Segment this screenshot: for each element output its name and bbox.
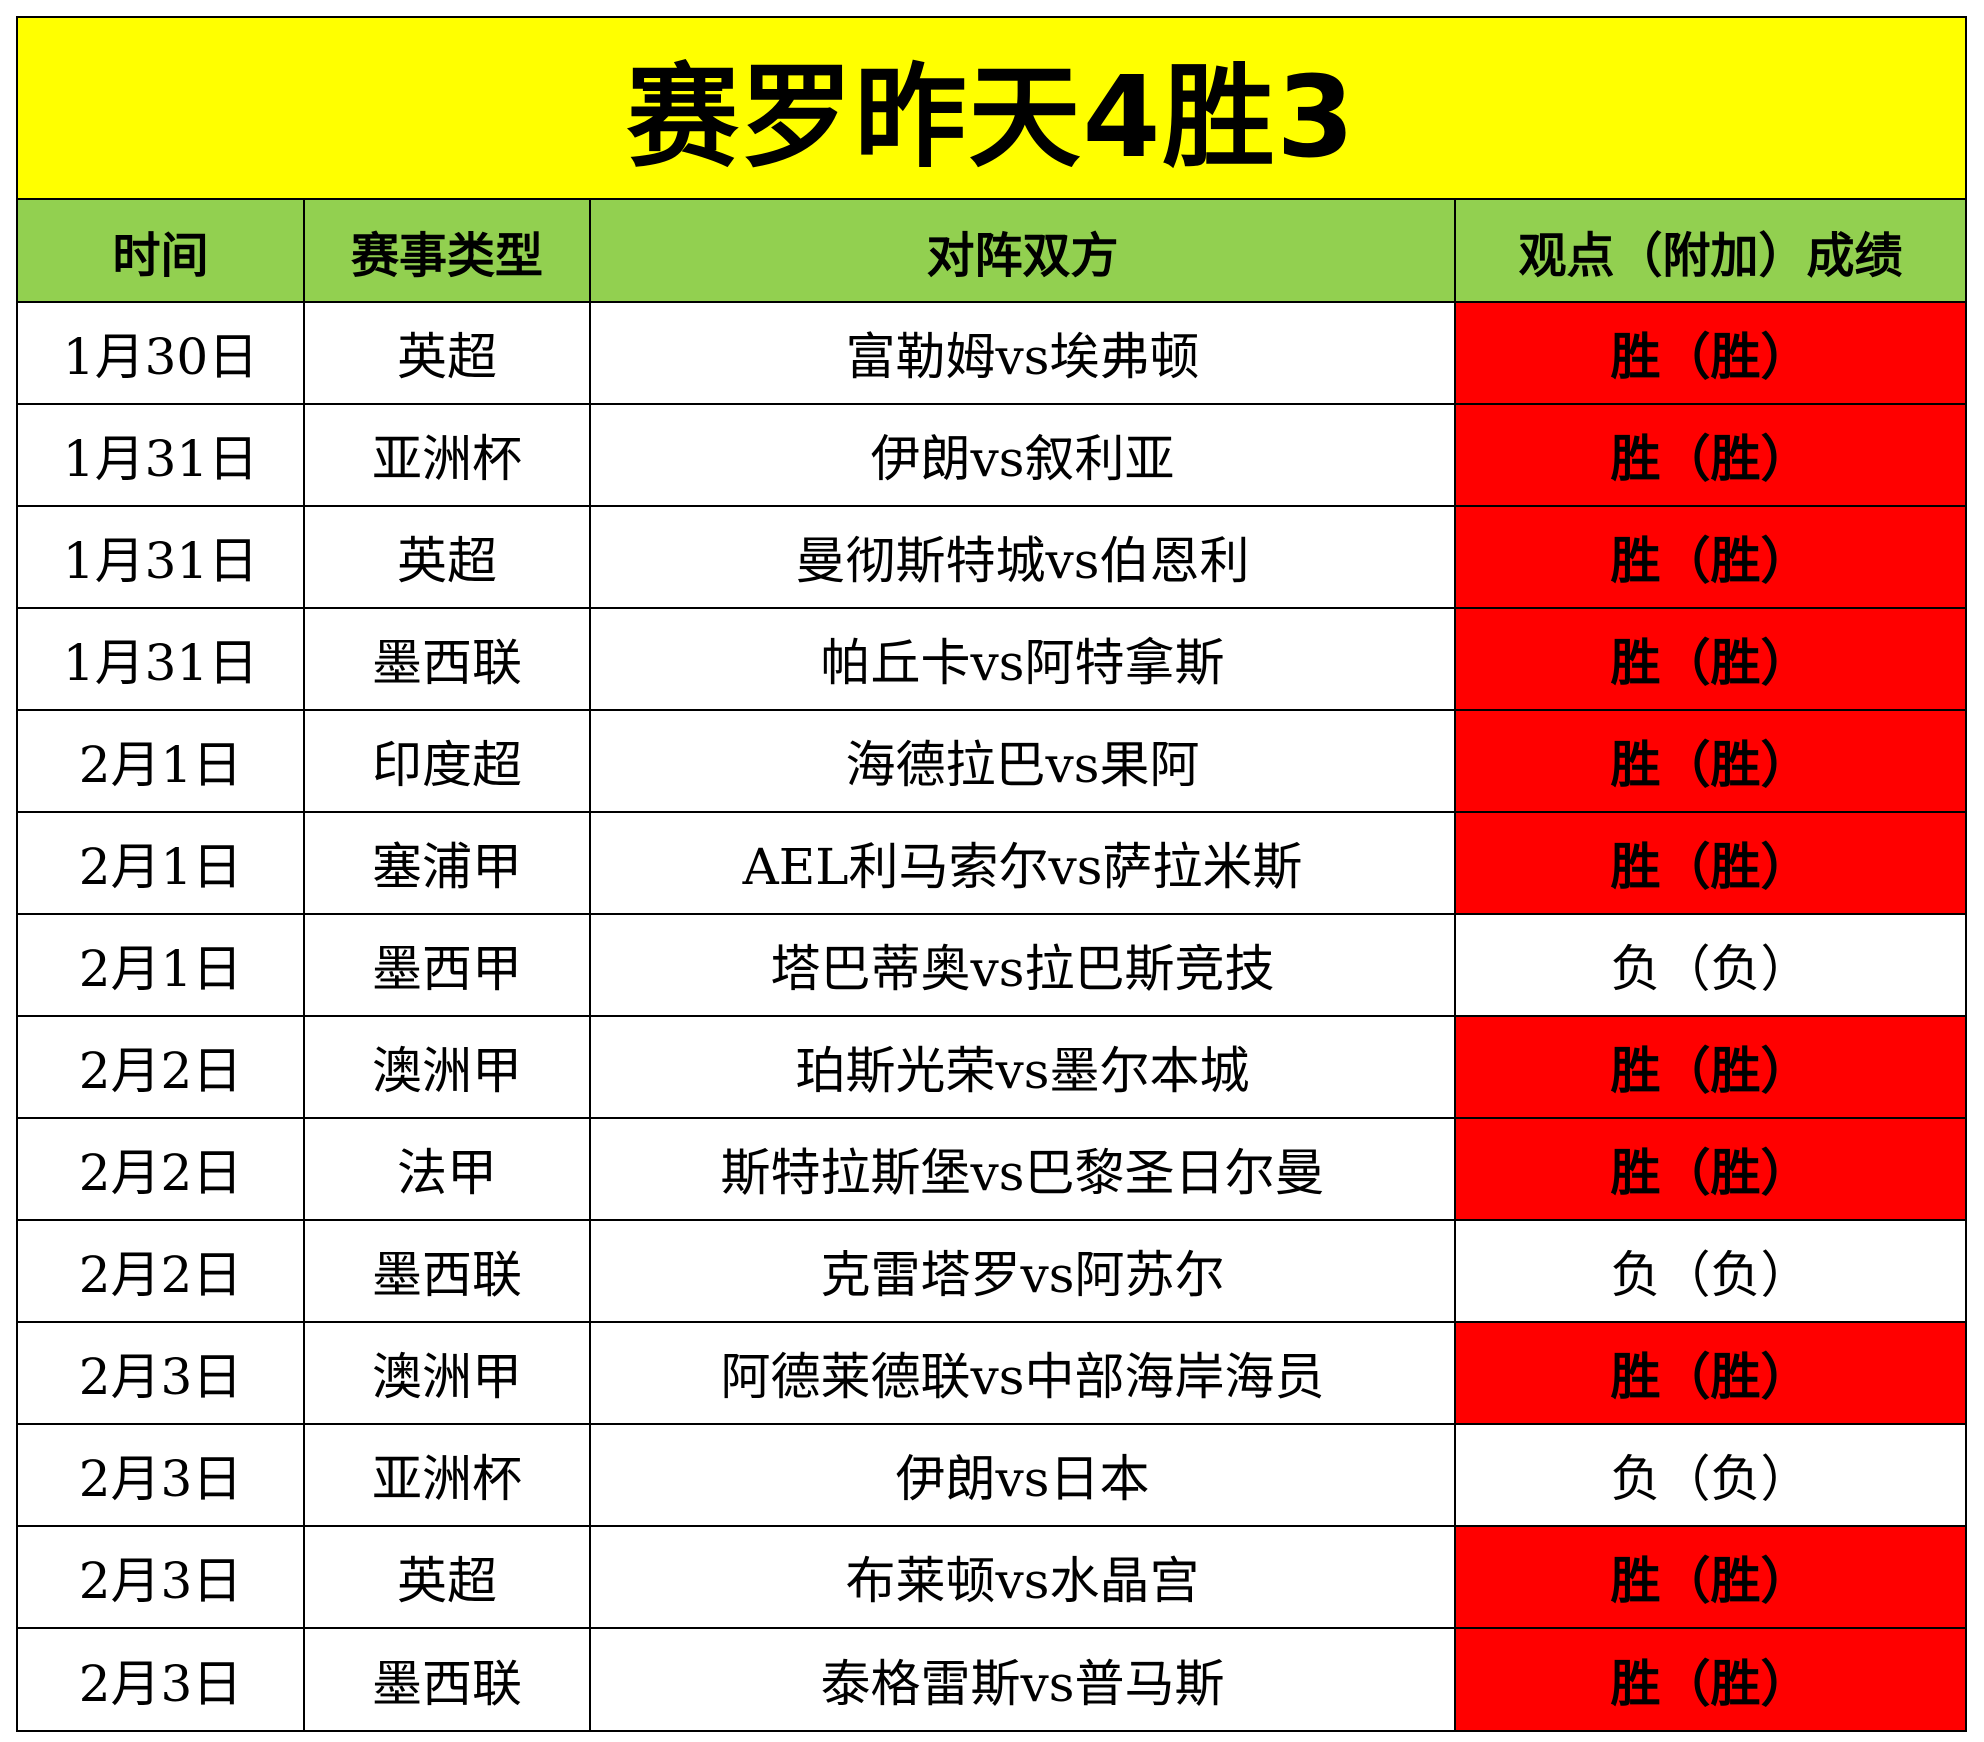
results-table: 时间 赛事类型 对阵双方 观点（附加）成绩 1月30日 英超 富勒姆vs埃弗顿 胜（胜… bbox=[18, 200, 1965, 1730]
cell-match: 帕丘卡vs阿特拿斯 bbox=[589, 607, 1456, 711]
table-row: 2月3日 澳洲甲 阿德莱德联vs中部海岸海员 胜（胜） bbox=[18, 1321, 1965, 1425]
cell-match: 海德拉巴vs果阿 bbox=[589, 709, 1456, 813]
cell-league: 塞浦甲 bbox=[303, 811, 591, 915]
cell-result: 胜（胜） bbox=[1454, 811, 1965, 915]
header-league: 赛事类型 bbox=[303, 200, 591, 303]
cell-match: 富勒姆vs埃弗顿 bbox=[589, 301, 1456, 405]
cell-result: 胜（胜） bbox=[1454, 1627, 1965, 1730]
cell-match: 阿德莱德联vs中部海岸海员 bbox=[589, 1321, 1456, 1425]
cell-match: 布莱顿vs水晶宫 bbox=[589, 1525, 1456, 1629]
cell-league: 墨西联 bbox=[303, 607, 591, 711]
results-sheet: 赛罗昨天4胜3 时间 赛事类型 对阵双方 观点（附加）成绩 1月30日 英超 富勒姆… bbox=[16, 16, 1967, 1732]
cell-result: 胜（胜） bbox=[1454, 301, 1965, 405]
cell-result: 负（负） bbox=[1454, 1219, 1965, 1323]
cell-match: AEL利马索尔vs萨拉米斯 bbox=[589, 811, 1456, 915]
table-row: 2月1日 墨西甲 塔巴蒂奥vs拉巴斯竞技 负（负） bbox=[18, 913, 1965, 1017]
cell-date: 2月3日 bbox=[18, 1423, 305, 1527]
cell-result: 胜（胜） bbox=[1454, 403, 1965, 507]
table-row: 2月1日 印度超 海德拉巴vs果阿 胜（胜） bbox=[18, 709, 1965, 813]
table-row: 1月31日 英超 曼彻斯特城vs伯恩利 胜（胜） bbox=[18, 505, 1965, 609]
cell-result: 胜（胜） bbox=[1454, 709, 1965, 813]
cell-league: 墨西联 bbox=[303, 1219, 591, 1323]
table-row: 2月2日 澳洲甲 珀斯光荣vs墨尔本城 胜（胜） bbox=[18, 1015, 1965, 1119]
table-row: 2月3日 墨西联 泰格雷斯vs普马斯 胜（胜） bbox=[18, 1627, 1965, 1730]
sheet-title: 赛罗昨天4胜3 bbox=[18, 18, 1965, 200]
cell-league: 墨西甲 bbox=[303, 913, 591, 1017]
cell-result: 负（负） bbox=[1454, 913, 1965, 1017]
cell-result: 胜（胜） bbox=[1454, 1525, 1965, 1629]
cell-date: 2月2日 bbox=[18, 1117, 305, 1221]
table-row: 1月31日 墨西联 帕丘卡vs阿特拿斯 胜（胜） bbox=[18, 607, 1965, 711]
cell-date: 2月2日 bbox=[18, 1219, 305, 1323]
cell-match: 泰格雷斯vs普马斯 bbox=[589, 1627, 1456, 1730]
cell-date: 2月1日 bbox=[18, 913, 305, 1017]
cell-date: 2月2日 bbox=[18, 1015, 305, 1119]
cell-league: 亚洲杯 bbox=[303, 403, 591, 507]
table-row: 2月3日 英超 布莱顿vs水晶宫 胜（胜） bbox=[18, 1525, 1965, 1629]
cell-date: 1月30日 bbox=[18, 301, 305, 405]
cell-match: 斯特拉斯堡vs巴黎圣日尔曼 bbox=[589, 1117, 1456, 1221]
cell-result: 胜（胜） bbox=[1454, 505, 1965, 609]
header-result: 观点（附加）成绩 bbox=[1454, 200, 1965, 303]
table-row: 2月1日 塞浦甲 AEL利马索尔vs萨拉米斯 胜（胜） bbox=[18, 811, 1965, 915]
cell-date: 2月1日 bbox=[18, 811, 305, 915]
cell-match: 塔巴蒂奥vs拉巴斯竞技 bbox=[589, 913, 1456, 1017]
table-row: 1月31日 亚洲杯 伊朗vs叙利亚 胜（胜） bbox=[18, 403, 1965, 507]
cell-league: 法甲 bbox=[303, 1117, 591, 1221]
cell-league: 印度超 bbox=[303, 709, 591, 813]
table-row: 2月2日 墨西联 克雷塔罗vs阿苏尔 负（负） bbox=[18, 1219, 1965, 1323]
table-row: 1月30日 英超 富勒姆vs埃弗顿 胜（胜） bbox=[18, 301, 1965, 405]
cell-date: 1月31日 bbox=[18, 403, 305, 507]
header-time: 时间 bbox=[18, 200, 305, 303]
cell-league: 英超 bbox=[303, 505, 591, 609]
cell-result: 胜（胜） bbox=[1454, 607, 1965, 711]
cell-league: 澳洲甲 bbox=[303, 1015, 591, 1119]
cell-match: 曼彻斯特城vs伯恩利 bbox=[589, 505, 1456, 609]
cell-league: 澳洲甲 bbox=[303, 1321, 591, 1425]
cell-result: 负（负） bbox=[1454, 1423, 1965, 1527]
table-row: 2月3日 亚洲杯 伊朗vs日本 负（负） bbox=[18, 1423, 1965, 1527]
cell-date: 1月31日 bbox=[18, 607, 305, 711]
cell-date: 2月3日 bbox=[18, 1525, 305, 1629]
cell-league: 英超 bbox=[303, 1525, 591, 1629]
cell-match: 克雷塔罗vs阿苏尔 bbox=[589, 1219, 1456, 1323]
cell-date: 2月1日 bbox=[18, 709, 305, 813]
header-row: 时间 赛事类型 对阵双方 观点（附加）成绩 bbox=[18, 200, 1965, 303]
header-match: 对阵双方 bbox=[589, 200, 1456, 303]
cell-date: 2月3日 bbox=[18, 1627, 305, 1730]
cell-league: 英超 bbox=[303, 301, 591, 405]
cell-league: 墨西联 bbox=[303, 1627, 591, 1730]
cell-result: 胜（胜） bbox=[1454, 1117, 1965, 1221]
cell-result: 胜（胜） bbox=[1454, 1015, 1965, 1119]
cell-result: 胜（胜） bbox=[1454, 1321, 1965, 1425]
results-body: 1月30日 英超 富勒姆vs埃弗顿 胜（胜） 1月31日 亚洲杯 伊朗vs叙利亚 胜（胜） 1月… bbox=[18, 301, 1965, 1730]
cell-match: 伊朗vs叙利亚 bbox=[589, 403, 1456, 507]
cell-date: 2月3日 bbox=[18, 1321, 305, 1425]
cell-league: 亚洲杯 bbox=[303, 1423, 591, 1527]
cell-match: 伊朗vs日本 bbox=[589, 1423, 1456, 1527]
cell-date: 1月31日 bbox=[18, 505, 305, 609]
cell-match: 珀斯光荣vs墨尔本城 bbox=[589, 1015, 1456, 1119]
table-row: 2月2日 法甲 斯特拉斯堡vs巴黎圣日尔曼 胜（胜） bbox=[18, 1117, 1965, 1221]
